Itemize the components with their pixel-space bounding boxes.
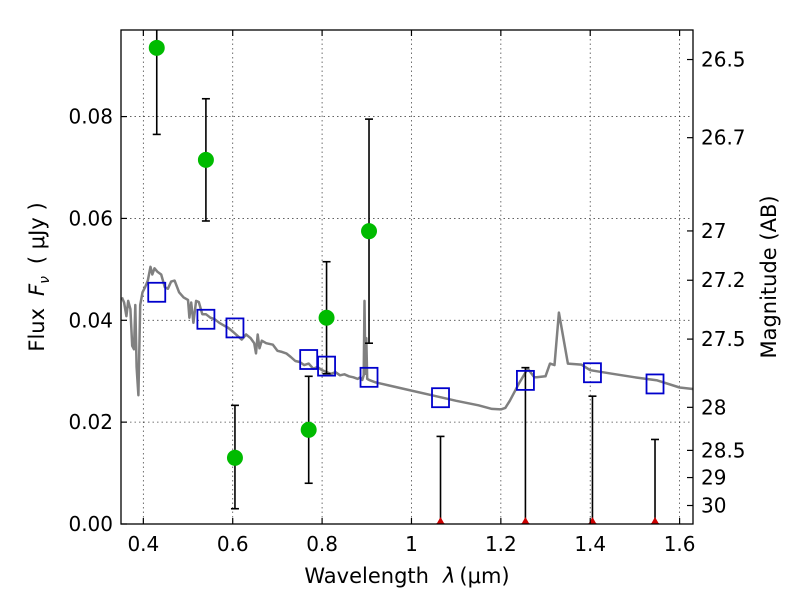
model-photometry-marker <box>431 387 450 409</box>
y2-tick-label: 28.5 <box>701 438 746 462</box>
y2-tick-label: 28 <box>701 395 726 419</box>
model-photometry-marker <box>359 366 379 388</box>
clipped-data <box>121 30 693 524</box>
y-axis-label-text: Flux <box>25 308 49 352</box>
observed-flux-marker <box>226 449 243 466</box>
x-axis-unit: (μm) <box>459 564 509 588</box>
upper-limit-marker <box>651 516 660 524</box>
y2-tick-label: 27.2 <box>701 268 746 292</box>
y-tick-label: 0.02 <box>68 410 113 434</box>
observed-flux-marker <box>148 39 165 56</box>
x-tick-label: 1.4 <box>574 532 606 556</box>
y-tick-label: 0.08 <box>68 105 113 129</box>
y2-tick-label: 29 <box>701 466 726 490</box>
model-photometry-marker <box>196 308 216 330</box>
model-sed-line <box>121 265 693 411</box>
y-tick-label: 0.04 <box>68 308 113 332</box>
y2-tick-label: 30 <box>701 494 726 518</box>
model-photometry-marker <box>225 317 245 339</box>
y-axis-label: Flux Fν ( μJy ) <box>25 202 53 351</box>
y-axis-unit: ( μJy ) <box>25 202 49 264</box>
x-tick-label: 0.4 <box>127 532 159 556</box>
y2-tick-label: 26.7 <box>701 126 746 150</box>
y2-tick-label: 27 <box>701 219 726 243</box>
y2-tick-label: 26.5 <box>701 48 746 72</box>
axis-ticks: 0.4 0.6 0.8 1 1.2 1.4 1.6 0.00 0.02 0.04 0.06 0.08 2… <box>68 30 746 556</box>
y-tick-label: 0.06 <box>68 206 113 230</box>
observed-flux-marker <box>300 421 317 438</box>
x-tick-label: 0.8 <box>306 532 338 556</box>
upper-limit-marker <box>521 516 530 524</box>
x-tick-label: 0.6 <box>217 532 249 556</box>
plot-frame <box>120 29 694 525</box>
y2-axis-label: Magnitude (AB) <box>757 195 781 358</box>
model-photometry-marker <box>583 362 602 384</box>
x-axis-label: Wavelength λ (μm) <box>304 564 509 588</box>
y-tick-label: 0.00 <box>68 512 113 536</box>
model-photometry-marker <box>645 373 665 395</box>
x-tick-label: 1.6 <box>664 532 696 556</box>
x-tick-label: 1 <box>405 532 418 556</box>
y2-tick-label: 27.5 <box>701 327 746 351</box>
model-photometry-marker <box>147 281 167 303</box>
y-axis-subscript: ν <box>37 276 53 284</box>
model-photometry-marker <box>516 369 535 391</box>
x-axis-label-text: Wavelength <box>304 564 429 588</box>
observed-flux-marker <box>361 223 378 240</box>
data-layer <box>121 30 693 524</box>
y-axis-symbol: F <box>25 283 49 296</box>
upper-limit-marker <box>436 516 445 524</box>
observed-flux-marker <box>197 151 214 168</box>
x-tick-label: 1.2 <box>485 532 517 556</box>
x-axis-symbol: λ <box>442 564 455 588</box>
observed-flux-marker <box>318 309 335 326</box>
model-photometry-marker <box>317 355 336 377</box>
